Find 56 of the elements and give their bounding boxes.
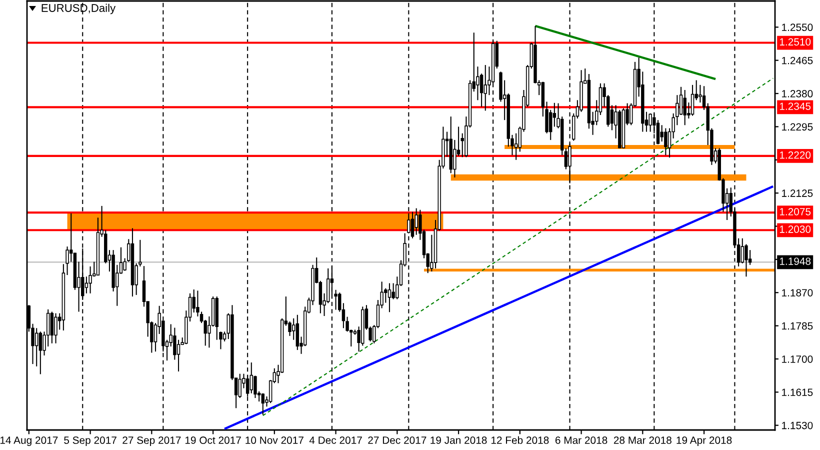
ref-line-label: 1.2030: [780, 226, 811, 233]
candlestick: [679, 86, 683, 116]
candlestick: [683, 89, 686, 126]
x-tick-label: 12 Feb 2018: [491, 436, 549, 444]
x-tick-label: 19 Apr 2018: [676, 436, 732, 446]
candlestick: [54, 312, 58, 344]
candlestick: [238, 373, 242, 399]
y-tick-label: 1.2380: [782, 90, 813, 98]
candlestick: [261, 392, 265, 416]
candlestick: [548, 109, 552, 140]
candlestick: [176, 339, 180, 372]
y-tick-label: 1.1615: [782, 388, 813, 396]
ref-line-label: 1.2075: [780, 208, 811, 216]
x-tick-label: 28 Mar 2018: [614, 436, 672, 444]
x-tick-label: 19 Oct 2017: [185, 436, 241, 444]
candlestick: [664, 128, 668, 156]
y-tick-label: 1.1785: [782, 322, 813, 330]
candlestick: [250, 362, 254, 394]
x-tick-label: 27 Dec 2017: [368, 436, 426, 444]
annotation: 1.1948: [780, 258, 811, 265]
x-tick-label: 5 Sep 2017: [64, 436, 116, 446]
candlestick: [648, 112, 652, 132]
candlestick: [410, 211, 414, 239]
candlestick: [50, 311, 54, 344]
x-tick-label: 10 Nov 2017: [246, 436, 304, 444]
x-tick-label: 19 Jan 2018: [430, 436, 487, 444]
y-tick-label: 1.1530: [782, 422, 813, 430]
x-tick-label: 14 Aug 2017: [0, 436, 58, 446]
candlestick: [414, 208, 418, 236]
chart-title: EURUSD,Daily: [42, 4, 116, 14]
candlestick: [690, 84, 694, 116]
candlestick: [34, 328, 38, 367]
candlestick: [192, 288, 196, 314]
ref-line-label: 1.2220: [780, 151, 811, 159]
candlestick: [480, 73, 484, 108]
candlestick: [656, 120, 660, 145]
y-tick-label: 1.2550: [782, 24, 813, 32]
x-tick-label: 6 Mar 2018: [555, 436, 608, 444]
candlestick: [296, 314, 300, 350]
x-tick-label: 27 Sep 2017: [122, 436, 181, 446]
x-tick-label: 4 Dec 2017: [309, 436, 362, 444]
candlestick: [222, 331, 226, 342]
y-tick-label: 1.2465: [782, 56, 813, 64]
candlestick: [84, 276, 88, 294]
candlestick: [388, 282, 392, 313]
candlestick: [88, 266, 92, 294]
y-tick-label: 1.2295: [782, 123, 813, 131]
candlestick: [484, 64, 487, 112]
candlestick: [38, 331, 42, 375]
y-tick-label: 1.1700: [782, 355, 813, 363]
y-tick-label: 1.1870: [782, 289, 813, 296]
candlestick: [564, 148, 568, 170]
ref-line-label: 1.2510: [780, 38, 811, 46]
y-tick-label: 1.2125: [782, 190, 813, 197]
ref-line-label: 1.2345: [780, 102, 811, 110]
candlestick: [407, 212, 410, 234]
